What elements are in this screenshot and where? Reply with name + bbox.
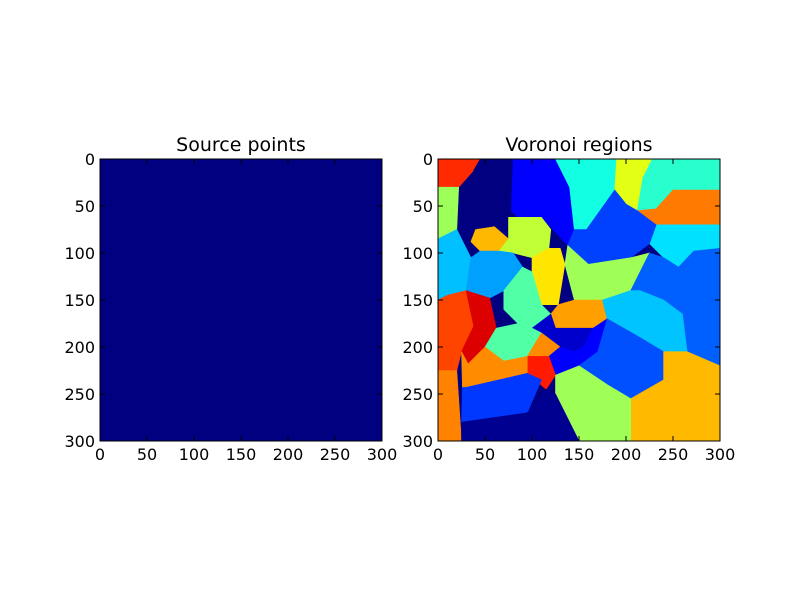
y-tick-label: 300: [402, 432, 433, 451]
y-tick-label: 50: [75, 197, 95, 216]
x-tick-label: 50: [475, 445, 495, 464]
y-tick-label: 50: [413, 197, 433, 216]
source-points-title: Source points: [176, 134, 306, 156]
voronoi-region-14: [531, 248, 566, 306]
y-tick-label: 150: [402, 291, 433, 310]
y-tick-label: 100: [64, 244, 95, 263]
x-tick-label: 300: [367, 445, 398, 464]
x-tick-label: 250: [658, 445, 689, 464]
x-tick-label: 50: [137, 445, 157, 464]
x-tick-label: 0: [95, 445, 105, 464]
x-tick-label: 100: [517, 445, 548, 464]
voronoi-regions-title: Voronoi regions: [505, 134, 652, 156]
y-tick-label: 250: [402, 385, 433, 404]
y-tick-label: 250: [64, 385, 95, 404]
y-tick-label: 0: [423, 150, 433, 169]
x-tick-label: 200: [611, 445, 642, 464]
source-points-panel: Source points 0 50 100 150 200 250 30005010015…: [64, 134, 397, 464]
image-background: [100, 159, 382, 441]
y-tick-label: 200: [64, 338, 95, 357]
voronoi-regions-plot-area: [437, 158, 721, 442]
x-tick-label: 150: [564, 445, 595, 464]
y-tick-label: 200: [402, 338, 433, 357]
x-tick-label: 100: [179, 445, 210, 464]
y-tick-label: 300: [64, 432, 95, 451]
x-tick-label: 150: [226, 445, 257, 464]
x-tick-label: 0: [433, 445, 443, 464]
y-tick-label: 100: [402, 244, 433, 263]
x-tick-label: 200: [273, 445, 304, 464]
y-tick-label: 150: [64, 291, 95, 310]
x-tick-label: 300: [705, 445, 736, 464]
source-points-plot-area: [99, 158, 383, 442]
y-tick-label: 0: [85, 150, 95, 169]
voronoi-region-20: [550, 299, 608, 329]
x-tick-label: 250: [320, 445, 351, 464]
voronoi-regions-panel: Voronoi regions 0 50 100 150 200 250 300050100…: [402, 134, 735, 464]
